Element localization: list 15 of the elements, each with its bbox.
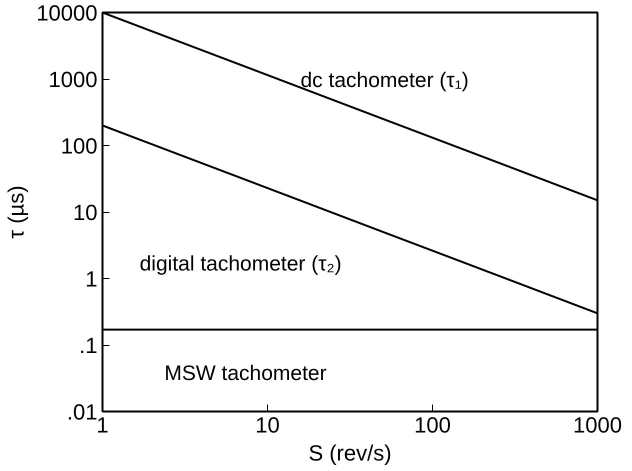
y-tick-label: 100 (60, 134, 98, 158)
legend-label: digital tachometer (τ₂) (140, 252, 342, 276)
series-label: MSW tachometer (164, 362, 327, 386)
x-tick-label: 10 (255, 412, 280, 438)
series-label: dc tachometer (τ₁) (300, 68, 469, 92)
y-tick-label: 10 (73, 200, 98, 225)
y-tick-label: 10000 (36, 0, 98, 26)
y-tick-label: .01 (66, 400, 98, 424)
y-axis-title: τ (µs) (3, 185, 28, 239)
x-tick-label: 100 (414, 412, 451, 438)
y-tick-label: .1 (79, 333, 98, 358)
y-tick-label: 1 (85, 266, 98, 292)
y-tick-label: 1000 (48, 67, 98, 92)
x-axis-title: S (rev/s) (308, 440, 392, 466)
x-tick-label: 1000 (573, 412, 622, 438)
